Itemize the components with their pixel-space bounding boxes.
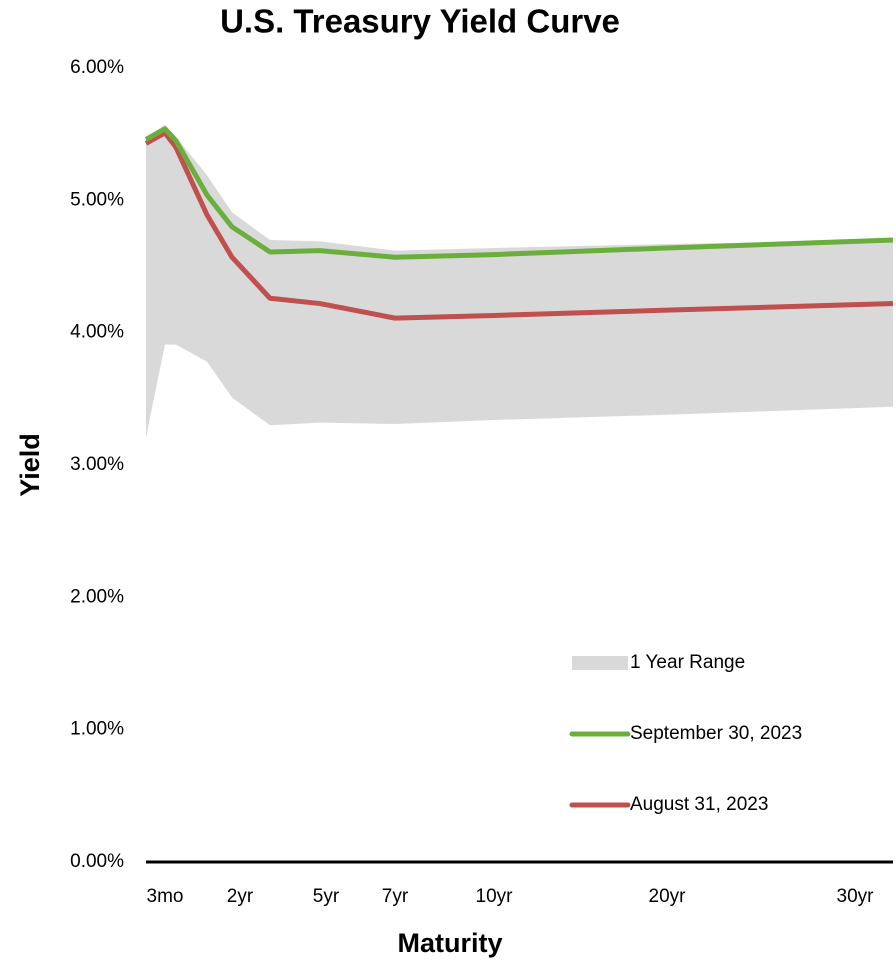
y-tick-label: 5.00% [70, 189, 124, 210]
series-line [144, 126, 894, 260]
legend-swatch [572, 656, 628, 670]
x-tick-label: 2yr [227, 886, 254, 907]
x-tick-label: 10yr [476, 886, 514, 907]
series-line [144, 130, 894, 321]
x-tick-label: 20yr [649, 886, 687, 907]
x-axis-label: Maturity [397, 928, 502, 958]
range-area [146, 124, 893, 438]
x-tick-label: 5yr [313, 886, 340, 907]
y-tick-label: 6.00% [70, 57, 124, 78]
chart-title: U.S. Treasury Yield Curve [220, 3, 620, 40]
legend-label: August 31, 2023 [630, 794, 768, 815]
y-axis-label: Yield [15, 433, 45, 497]
y-tick-label: 1.00% [70, 719, 124, 740]
y-tick-label: 3.00% [70, 454, 124, 475]
y-tick-label: 4.00% [70, 322, 124, 343]
y-tick-label: 2.00% [70, 586, 124, 607]
legend-label: September 30, 2023 [630, 723, 802, 744]
x-tick-label: 30yr [837, 886, 875, 907]
y-tick-label: 0.00% [70, 851, 124, 872]
legend-label: 1 Year Range [630, 652, 745, 673]
x-tick-label: 3mo [147, 886, 184, 907]
x-tick-label: 7yr [382, 886, 409, 907]
